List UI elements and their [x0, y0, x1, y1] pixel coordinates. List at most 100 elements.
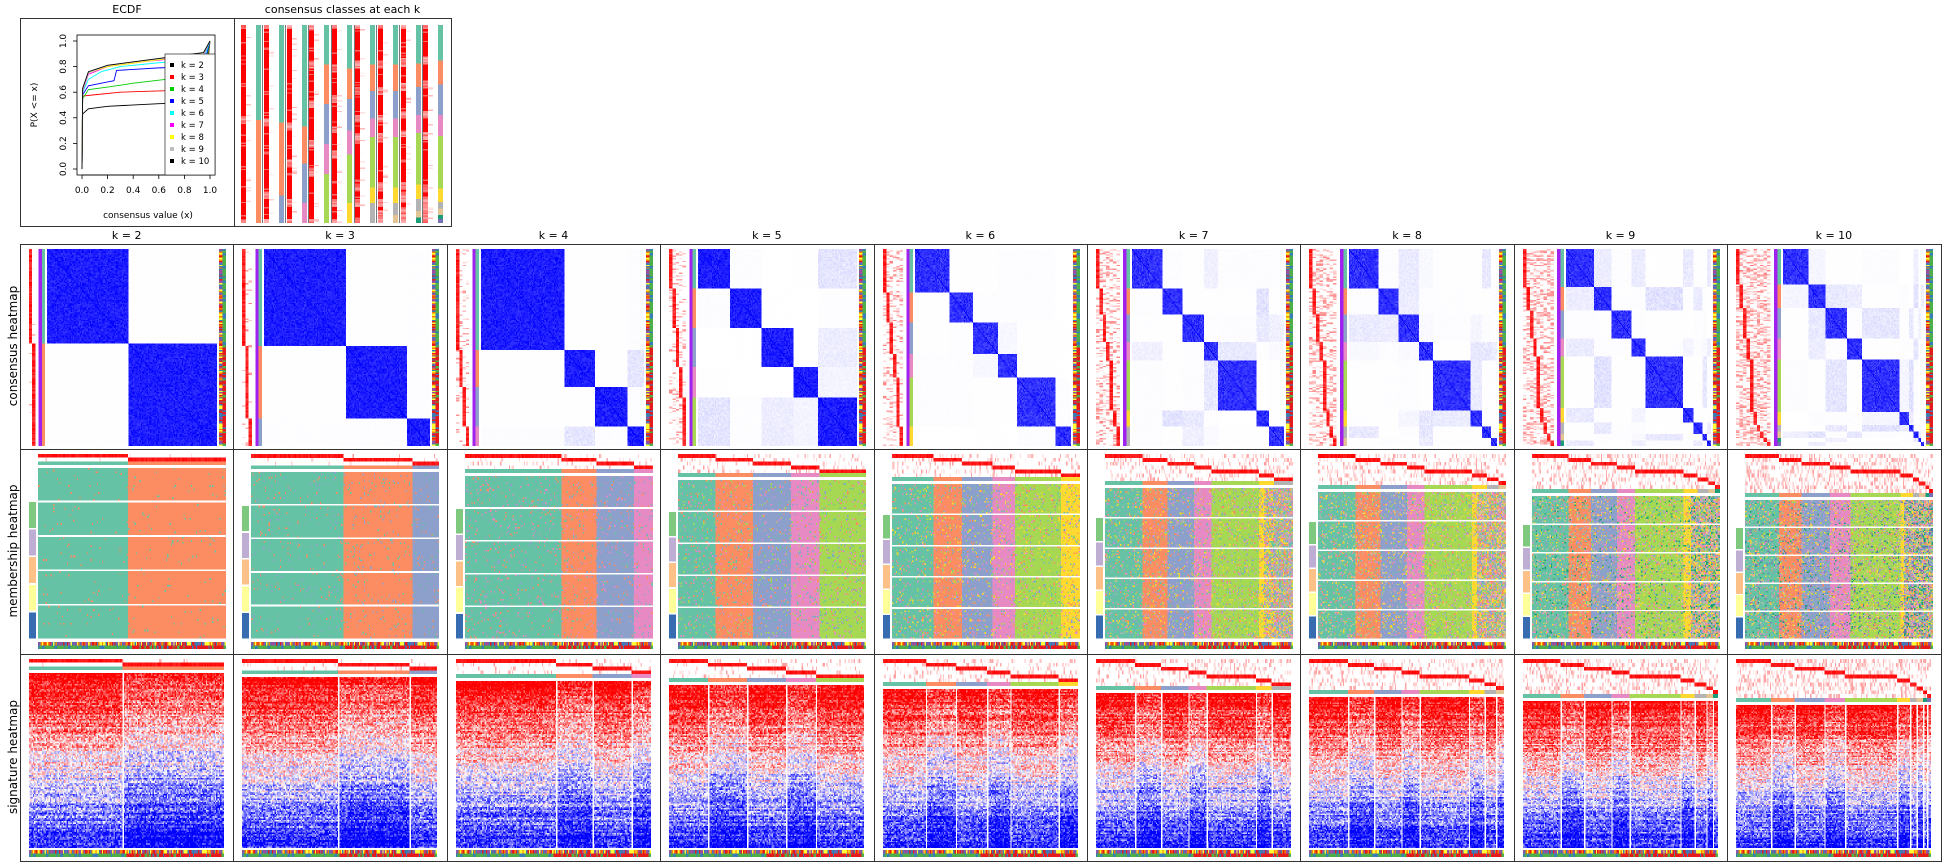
membership-sample-annotation-k9	[1531, 642, 1720, 649]
signature-sample-annotation-k7	[1096, 850, 1291, 857]
ecdf-title: ECDF	[112, 3, 142, 16]
membership-heatmap-k2	[38, 468, 226, 640]
row-label-consensus: consensus heatmap	[6, 285, 20, 407]
x-tick-label: 0.2	[100, 186, 114, 196]
k-label: k = 2	[111, 229, 142, 242]
legend-swatch	[170, 123, 174, 127]
class-strip-k8	[377, 25, 398, 223]
class-strip-k7	[355, 25, 375, 223]
membership-class-probabilities-k4	[464, 454, 653, 473]
legend-label: k = 6	[181, 109, 204, 119]
membership-sample-annotation-k2	[38, 642, 226, 649]
x-tick-label: 0.0	[75, 186, 90, 196]
consensus-classes-title: consensus classes at each k	[264, 3, 421, 16]
membership-sample-annotation-k4	[464, 642, 653, 649]
consensus-sample-annotation-k8	[1499, 249, 1507, 446]
membership-heatmap-k8	[1318, 492, 1507, 640]
class-strip-k2	[241, 25, 261, 223]
ecdf-chart: 0.0 0.2 0.4 0.6 0.8 1.0 0.0 0.2 0.4 0.6 0.8 1.0 k =…	[30, 34, 217, 221]
consensus-left-strips-k5	[669, 249, 697, 446]
signature-class-probabilities-k8	[1309, 659, 1505, 694]
legend-swatch	[170, 135, 174, 139]
row-label-signature: signature heatmap	[6, 699, 20, 815]
membership-heatmap-k9	[1531, 496, 1720, 640]
membership-sample-annotation-k7	[1105, 642, 1293, 649]
consensus-sample-annotation-k2	[219, 249, 226, 446]
membership-class-probabilities-k8	[1318, 454, 1507, 489]
signature-panel-k10	[1727, 654, 1942, 862]
consensus-heatmap-k6	[915, 249, 1071, 446]
ecdf-line-k10	[81, 40, 211, 170]
class-strip-k9	[400, 25, 421, 223]
membership-run-groups-k5	[669, 512, 677, 640]
membership-heatmap-k5	[678, 480, 867, 640]
consensus-left-strips-k6	[882, 249, 914, 446]
signature-heatmap-k5	[669, 685, 865, 848]
consensus-left-strips-k4	[455, 249, 480, 446]
consensus-sample-annotation-k6	[1072, 249, 1080, 446]
y-tick-label: 0.4	[59, 110, 69, 125]
consensus-sample-annotation-k9	[1712, 249, 1720, 446]
k-label: k = 5	[752, 229, 782, 242]
legend-label: k = 2	[181, 61, 204, 71]
membership-run-groups-k6	[882, 515, 890, 640]
consensus-sample-annotation-k7	[1286, 249, 1293, 446]
class-strip-k6	[332, 25, 353, 223]
consensus-sample-annotation-k3	[432, 249, 440, 446]
y-tick-label: 0.0	[59, 162, 69, 177]
legend-label: k = 8	[181, 133, 204, 143]
signature-heatmap-k4	[455, 681, 651, 848]
consensus-sample-annotation-k5	[859, 249, 867, 446]
consensus-left-strips-k8	[1309, 249, 1348, 446]
legend-label: k = 5	[181, 97, 204, 107]
signature-heatmap-k7	[1096, 693, 1291, 848]
k-label: k = 4	[538, 229, 569, 242]
signature-sample-annotation-k9	[1522, 850, 1718, 857]
class-strip-k4	[286, 25, 307, 223]
legend-swatch	[170, 75, 174, 79]
class-strip-k5	[309, 25, 330, 223]
legend-label: k = 10	[181, 157, 209, 167]
k-label: k = 6	[965, 229, 996, 242]
consensus-heatmap-k3	[264, 249, 431, 446]
membership-class-probabilities-k10	[1745, 454, 1934, 497]
membership-heatmap-k7	[1105, 488, 1293, 640]
membership-sample-annotation-k10	[1745, 642, 1934, 649]
x-tick-label: 0.8	[177, 186, 192, 196]
membership-run-groups-k7	[1096, 518, 1103, 640]
class-strip-divider	[353, 25, 355, 223]
legend-label: k = 9	[181, 145, 204, 155]
signature-heatmap-k3	[242, 677, 438, 848]
class-strip-divider	[262, 25, 264, 223]
membership-class-probabilities-k3	[251, 454, 440, 469]
membership-heatmap-k6	[891, 484, 1080, 640]
signature-sample-annotation-k3	[242, 850, 438, 857]
membership-run-groups-k2	[29, 502, 36, 640]
membership-sample-annotation-k6	[891, 642, 1080, 649]
signature-class-probabilities-k2	[29, 659, 224, 670]
row-label-membership: membership heatmap	[6, 484, 20, 618]
legend-swatch	[170, 111, 174, 115]
membership-sample-annotation-k3	[251, 642, 440, 649]
membership-heatmap-k3	[251, 472, 440, 640]
membership-class-probabilities-k6	[891, 454, 1080, 481]
membership-run-groups-k4	[455, 508, 463, 640]
consensus-heatmap-k4	[481, 249, 644, 446]
k-label: k = 3	[325, 229, 355, 242]
consensus-sample-annotation-k4	[645, 249, 653, 446]
legend-label: k = 7	[181, 121, 204, 131]
membership-run-groups-k9	[1522, 524, 1530, 640]
signature-sample-annotation-k5	[669, 850, 865, 857]
signature-sample-annotation-k4	[455, 850, 651, 857]
membership-sample-annotation-k5	[678, 642, 867, 649]
consensus-heatmap-k9	[1566, 249, 1711, 446]
consensus-heatmap-k10	[1783, 249, 1925, 446]
signature-heatmap-k9	[1522, 701, 1718, 848]
signature-heatmap-k2	[29, 673, 224, 848]
membership-class-probabilities-k5	[678, 454, 867, 477]
signature-class-probabilities-k5	[669, 659, 865, 682]
signature-sample-annotation-k8	[1309, 850, 1505, 857]
consensus-left-strips-k2	[29, 249, 46, 446]
consensus-left-strips-k10	[1736, 249, 1782, 446]
